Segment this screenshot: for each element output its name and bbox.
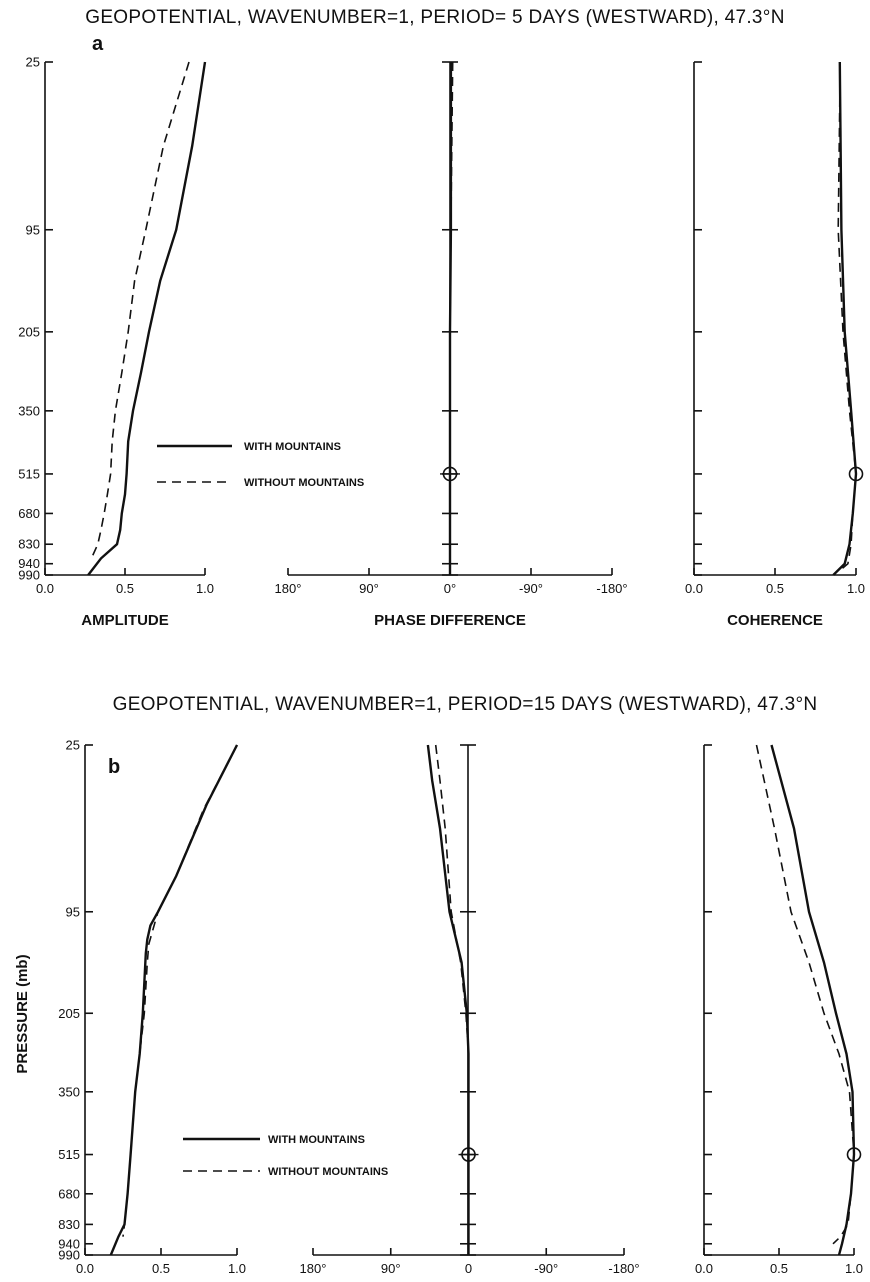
- series-line-without-mountains: [755, 744, 855, 1245]
- series-line-without-mountains: [434, 744, 470, 1092]
- series-line-with-mountains: [426, 744, 470, 1255]
- reference-marker: [846, 1147, 862, 1162]
- x-tick-label: 0.5: [152, 1261, 170, 1276]
- x-tick-label: 0.0: [685, 581, 703, 596]
- y-tick-label: 990: [18, 568, 40, 583]
- x-axis-title: AMPLITUDE: [81, 612, 169, 629]
- x-tick-label: 0: [465, 1261, 472, 1276]
- legend: WITH MOUNTAINS WITHOUT MOUNTAINS: [183, 1134, 388, 1178]
- panel-a-letter: a: [92, 33, 104, 55]
- x-tick-label: 0.5: [766, 581, 784, 596]
- x-tick-label: 90°: [359, 581, 379, 596]
- y-tick-label: 830: [18, 537, 40, 552]
- series-line-with-mountains: [832, 61, 858, 576]
- subplot-phase: 180° 90° 0° -90° -180° PHASE DIFFERENCE: [275, 61, 628, 629]
- x-tick-label: 90°: [381, 1261, 401, 1276]
- y-tick-label: 990: [58, 1248, 80, 1263]
- x-tick-label: 1.0: [847, 581, 865, 596]
- x-tick-label: 0.0: [36, 581, 54, 596]
- x-tick-label: 180°: [275, 581, 302, 596]
- x-tick-label: -90°: [519, 581, 543, 596]
- y-tick-label: 515: [58, 1147, 80, 1162]
- y-tick-label: 680: [58, 1186, 80, 1201]
- legend: WITH MOUNTAINS WITHOUT MOUNTAINS: [157, 441, 364, 489]
- y-tick-label: 350: [58, 1084, 80, 1099]
- series-line-without-mountains: [90, 61, 190, 559]
- series-line-without-mountains: [122, 744, 238, 1237]
- x-tick-label: -180°: [596, 581, 627, 596]
- legend-label-with-mountains: WITH MOUNTAINS: [268, 1134, 365, 1146]
- reference-marker: [848, 466, 864, 482]
- x-axis-title: PHASE DIFFERENCE: [374, 612, 526, 629]
- x-tick-label: 0.5: [116, 581, 134, 596]
- series-line-with-mountains: [109, 744, 239, 1256]
- y-tick-label: 25: [26, 55, 40, 70]
- x-axis-title: COHERENCE: [727, 612, 823, 629]
- y-tick-label: 350: [18, 403, 40, 418]
- y-tick-label: 205: [58, 1006, 80, 1021]
- x-tick-label: -180°: [608, 1261, 639, 1276]
- panel-b-letter: b: [108, 756, 120, 778]
- subplot-coherence: 0.0 0.5 1.0 COHERENCE: [685, 61, 865, 629]
- panel-b-y-axis-title: PRESSURE (mb): [14, 954, 31, 1073]
- series-line-without-mountains: [449, 61, 454, 332]
- y-tick-label: 680: [18, 506, 40, 521]
- x-tick-label: 1.0: [845, 1261, 863, 1276]
- x-tick-label: -90°: [534, 1261, 558, 1276]
- series-line-with-mountains: [770, 744, 856, 1256]
- x-tick-label: 0°: [444, 581, 456, 596]
- y-tick-label: 95: [66, 904, 80, 919]
- x-tick-label: 0.0: [695, 1261, 713, 1276]
- y-tick-label: 940: [18, 556, 40, 571]
- x-tick-label: 1.0: [196, 581, 214, 596]
- y-tick-label: 940: [58, 1236, 80, 1251]
- y-tick-label: 25: [66, 738, 80, 753]
- panel-b-title: GEOPOTENTIAL, WAVENUMBER=1, PERIOD=15 DA…: [113, 694, 818, 715]
- subplot-phase: 180°90°0-90°-180°PHASE DIFFERENCE: [300, 744, 640, 1276]
- x-tick-label: 0.0: [76, 1261, 94, 1276]
- legend-label-without-mountains: WITHOUT MOUNTAINS: [268, 1166, 388, 1178]
- subplot-amplitude: 0.0 0.5 1.0 AMPLITUDE: [36, 61, 214, 629]
- y-tick-label: 205: [18, 324, 40, 339]
- y-tick-label: 515: [18, 466, 40, 481]
- legend-label-with-mountains: WITH MOUNTAINS: [244, 441, 341, 453]
- y-tick-label: 95: [26, 222, 40, 237]
- panel-a-title: GEOPOTENTIAL, WAVENUMBER=1, PERIOD= 5 DA…: [85, 7, 784, 28]
- panel-b: 25952053505156808309409900.00.51.0AMPLIT…: [58, 738, 863, 1277]
- series-line-with-mountains: [87, 61, 207, 576]
- x-tick-label: 1.0: [228, 1261, 246, 1276]
- x-tick-label: 0.5: [770, 1261, 788, 1276]
- y-tick-label: 830: [58, 1217, 80, 1232]
- legend-label-without-mountains: WITHOUT MOUNTAINS: [244, 477, 364, 489]
- x-tick-label: 180°: [300, 1261, 327, 1276]
- series-line-without-mountains: [837, 97, 857, 572]
